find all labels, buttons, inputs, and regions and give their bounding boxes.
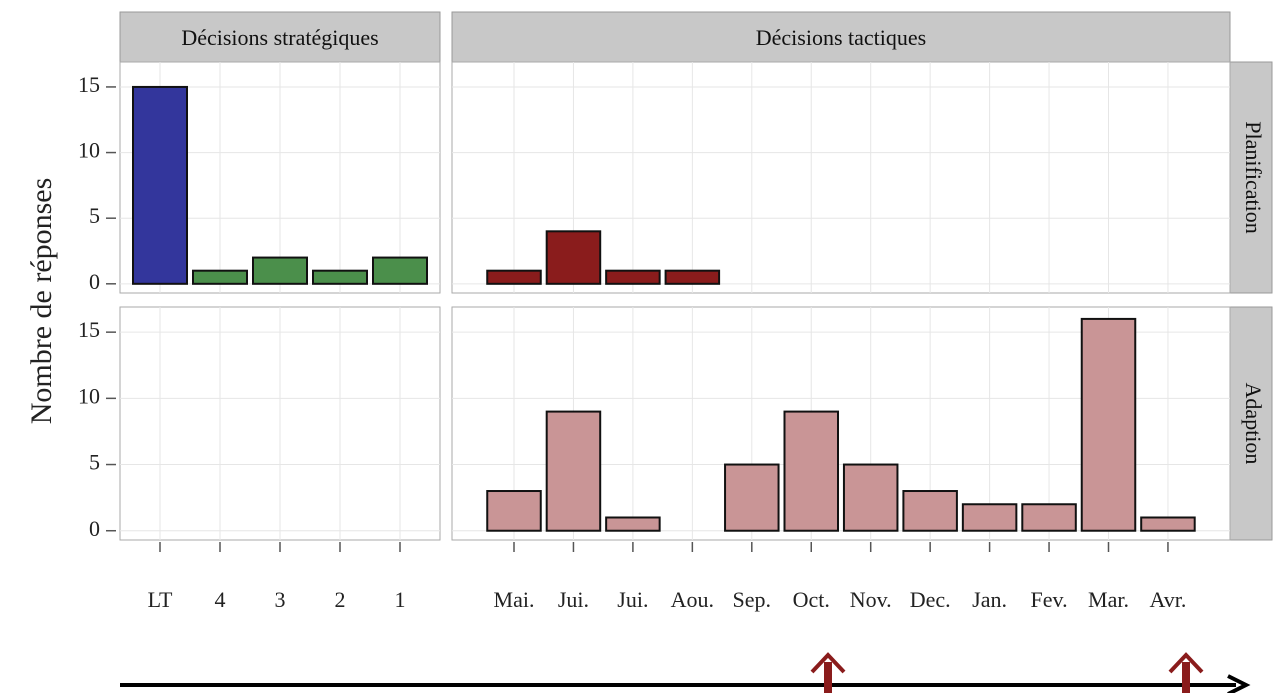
bar (132, 85, 188, 285)
strip (451, 11, 1231, 63)
bar (312, 269, 368, 285)
y-tick-label: 15 (78, 317, 100, 342)
bar (605, 516, 661, 532)
bar (902, 490, 958, 532)
bar (545, 230, 602, 285)
x-tick-label: Mar. (1088, 587, 1129, 612)
bar (783, 410, 840, 532)
bar (252, 256, 308, 285)
x-tick-label: Jan. (972, 587, 1007, 612)
y-tick-label: 0 (89, 269, 100, 294)
y-tick-label: 5 (89, 450, 100, 475)
timeline-arrow (120, 674, 1251, 693)
y-tick-label: 5 (89, 203, 100, 228)
y-tick-label: 10 (78, 383, 100, 408)
x-tick-label: 1 (395, 587, 406, 612)
x-tick-label: 4 (215, 587, 226, 612)
bar (486, 490, 542, 532)
bar (1140, 516, 1196, 532)
x-tick-label: Nov. (850, 587, 892, 612)
x-tick-label: 2 (335, 587, 346, 612)
strip-label: Décisions tactiques (756, 25, 926, 50)
x-tick-label: Aou. (671, 587, 714, 612)
x-tick-label: Fev. (1031, 587, 1068, 612)
x-tick-label: Oct. (793, 587, 830, 612)
bar (545, 410, 602, 532)
marker-arrow (810, 652, 1204, 693)
x-tick-label: LT (148, 587, 173, 612)
x-tick-label: Sep. (733, 587, 772, 612)
y-tick-label: 10 (78, 138, 100, 163)
strip-label: Planification (1241, 121, 1266, 233)
bar (842, 463, 899, 532)
y-tick-label: 15 (78, 72, 100, 97)
x-tick-label: Avr. (1150, 587, 1187, 612)
strip-label: Adaption (1241, 383, 1266, 465)
bar (1021, 503, 1077, 532)
bar (192, 269, 248, 285)
y-axis-label: Nombre de réponses (25, 178, 58, 425)
x-tick-label: Dec. (910, 587, 951, 612)
x-tick-label: 3 (275, 587, 286, 612)
bar (724, 463, 780, 532)
strip (1229, 306, 1273, 541)
x-tick-label: Jui. (558, 587, 589, 612)
x-tick-label: Jui. (617, 587, 648, 612)
bar (605, 269, 661, 285)
bar (961, 503, 1018, 532)
bar (372, 256, 428, 285)
x-tick-label: Mai. (494, 587, 535, 612)
strip (1229, 61, 1273, 294)
bar (664, 269, 721, 285)
bar (1080, 317, 1137, 532)
strip-label: Décisions stratégiques (181, 25, 378, 50)
bar (486, 269, 542, 285)
y-tick-label: 0 (89, 516, 100, 541)
